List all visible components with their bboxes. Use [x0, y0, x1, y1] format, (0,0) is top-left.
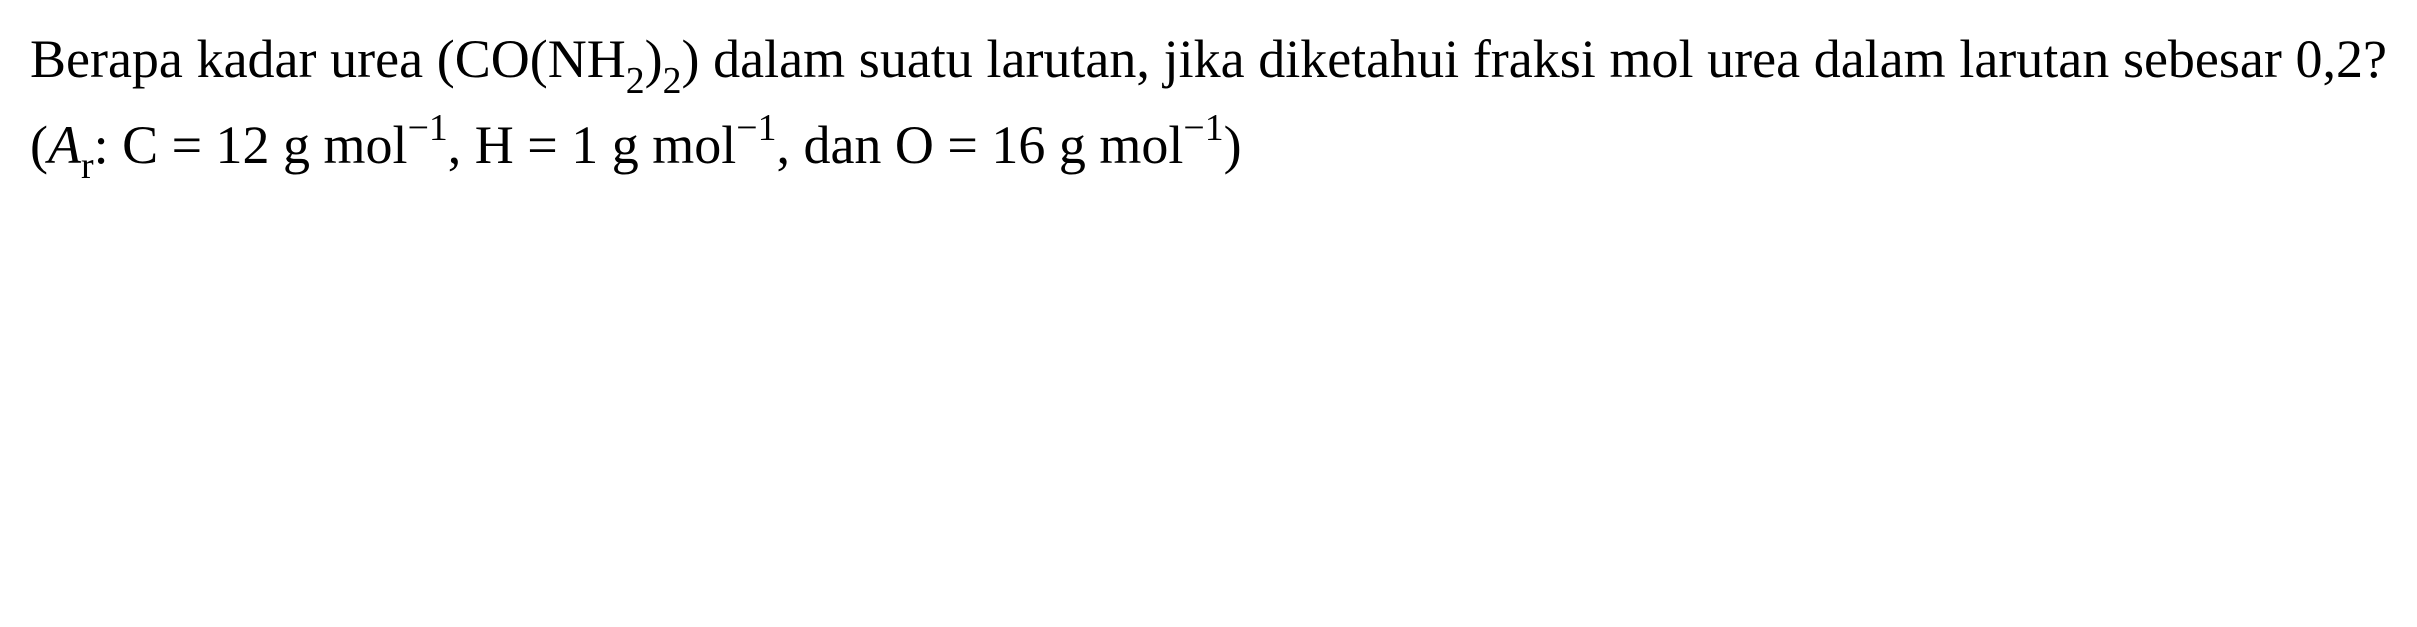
text-segment: larutan, jika diketahui fraksi mol urea … — [986, 29, 2109, 89]
variable-A: A — [48, 115, 81, 175]
subscript: 2 — [626, 60, 645, 102]
superscript: −1 — [1183, 107, 1223, 149]
superscript: −1 — [736, 107, 776, 149]
superscript: −1 — [408, 107, 448, 149]
text-segment: , — [776, 115, 790, 175]
text-segment: dan O = 16 g mol — [803, 115, 1183, 175]
text-segment: , H = 1 g mol — [448, 115, 736, 175]
subscript: 2 — [663, 60, 682, 102]
subscript-r: r — [81, 145, 94, 187]
text-segment: Berapa kadar urea (CO(NH — [30, 29, 626, 89]
chemistry-problem-text: Berapa kadar urea (CO(NH2)2) dalam suatu… — [30, 20, 2387, 190]
text-segment: ) — [1224, 115, 1242, 175]
text-segment: : C = 12 g mol — [94, 115, 408, 175]
text-segment: ) dalam suatu — [682, 29, 973, 89]
text-segment: ) — [645, 29, 663, 89]
